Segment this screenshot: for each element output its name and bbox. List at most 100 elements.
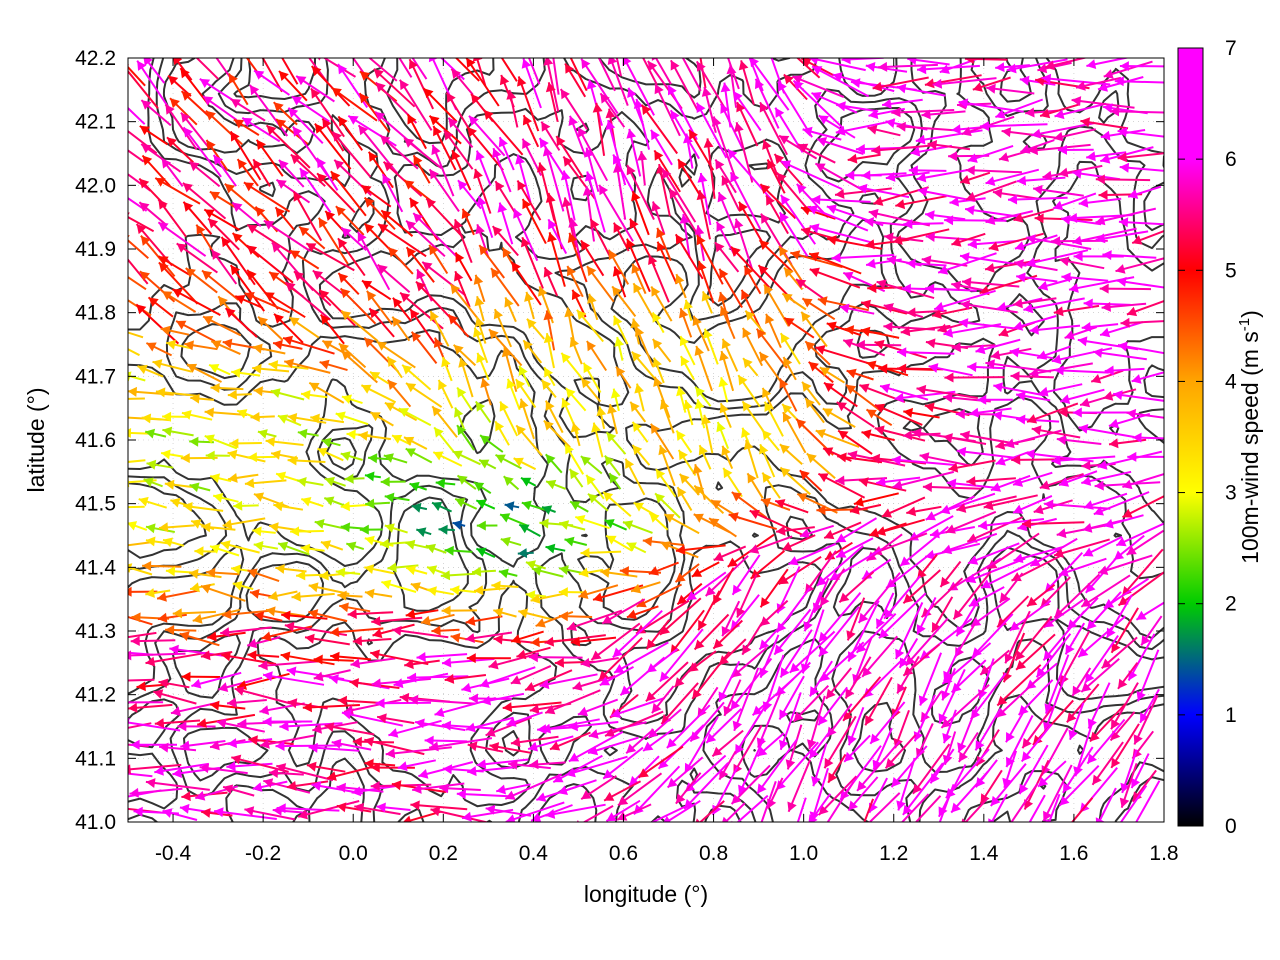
wind-arrow — [490, 267, 520, 307]
wind-arrow — [683, 399, 694, 426]
wind-arrow — [229, 130, 262, 181]
wind-arrow — [835, 119, 895, 136]
wind-arrow — [220, 626, 272, 638]
wind-arrow — [247, 452, 276, 463]
wind-arrow-head — [456, 789, 466, 800]
wind-arrow — [694, 345, 713, 392]
wind-arrow — [808, 58, 866, 72]
wind-arrow — [543, 58, 560, 112]
wind-arrow-shaft — [317, 217, 349, 265]
wind-arrow-head — [1038, 386, 1049, 397]
wind-arrow — [801, 297, 836, 321]
wind-arrow-shaft — [1071, 99, 1135, 109]
wind-arrow — [383, 453, 408, 464]
wind-arrow — [925, 283, 977, 294]
wind-arrow-head — [967, 153, 978, 163]
wind-arrow-head — [671, 35, 680, 45]
wind-arrow-head — [1010, 371, 1020, 382]
wind-arrow-head — [473, 327, 483, 338]
wind-arrow-head — [757, 783, 767, 794]
wind-arrow — [1001, 127, 1063, 140]
wind-arrow-head — [275, 46, 284, 56]
wind-arrow-shaft — [945, 510, 997, 534]
wind-arrow-head — [377, 264, 388, 275]
wind-arrow-shaft — [261, 58, 283, 93]
wind-arrow — [779, 443, 803, 465]
wind-arrow-head — [523, 340, 533, 351]
wind-arrow — [802, 126, 842, 141]
wind-arrow-head — [907, 58, 917, 65]
wind-arrow-head — [366, 290, 377, 302]
wind-arrow-head — [467, 741, 478, 752]
wind-arrow — [670, 59, 699, 111]
wind-arrow — [205, 450, 230, 461]
wind-arrow-head — [567, 266, 576, 277]
wind-arrow-head — [983, 500, 994, 511]
wind-arrow-head — [925, 232, 935, 242]
wind-arrow-head — [835, 125, 846, 136]
wind-arrow-head — [670, 60, 680, 71]
wind-arrow — [1131, 230, 1164, 245]
wind-arrow — [800, 205, 836, 220]
wind-arrow — [874, 403, 923, 426]
wind-arrow-head — [1013, 504, 1024, 514]
wind-arrow — [801, 381, 821, 406]
wind-arrow-head — [1013, 321, 1024, 331]
wind-arrow — [906, 505, 942, 517]
wind-arrow-head — [429, 115, 440, 126]
wind-arrow-head — [516, 425, 526, 436]
wind-arrow — [1039, 103, 1081, 119]
wind-arrow — [1019, 75, 1056, 86]
wind-arrow-head — [696, 190, 707, 201]
wind-arrow — [473, 168, 492, 214]
wind-arrow — [697, 260, 715, 304]
wind-arrow — [310, 87, 345, 138]
wind-arrow-shaft — [1112, 392, 1164, 402]
wind-arrow — [453, 218, 473, 264]
wind-arrow — [189, 436, 214, 447]
wind-arrow-head — [653, 376, 663, 387]
wind-arrow — [141, 413, 171, 424]
x-tick-label: -0.4 — [155, 842, 192, 865]
wind-arrow-head — [187, 48, 197, 58]
wind-arrow-head — [330, 171, 341, 182]
wind-arrow — [1052, 192, 1097, 211]
wind-arrow-head — [969, 407, 979, 418]
wind-arrow-head — [560, 89, 570, 100]
wind-arrow — [268, 360, 309, 370]
wind-arrow-head — [696, 102, 706, 113]
wind-arrow — [1092, 348, 1147, 361]
wind-arrow — [746, 472, 764, 499]
wind-arrow — [1026, 583, 1056, 608]
wind-arrow-shaft — [128, 275, 147, 291]
wind-arrow — [631, 263, 647, 295]
wind-arrow — [1118, 217, 1164, 228]
wind-arrow-head — [451, 68, 461, 79]
wind-arrow-head — [1108, 418, 1119, 429]
wind-arrow — [337, 272, 360, 295]
wind-arrow — [321, 437, 341, 448]
wind-arrow — [719, 350, 735, 392]
wind-arrow — [631, 421, 649, 443]
wind-arrow-head — [861, 299, 871, 310]
wind-arrow-head — [418, 769, 429, 779]
wind-arrow — [275, 178, 311, 204]
wind-arrow-head — [1009, 621, 1020, 631]
wind-arrow — [519, 398, 535, 440]
wind-arrow-shaft — [215, 58, 235, 83]
wind-arrow — [611, 285, 637, 318]
wind-arrow — [158, 261, 199, 305]
wind-arrow-shaft — [899, 526, 949, 567]
wind-arrow-head — [204, 209, 215, 219]
wind-arrow-head — [732, 584, 742, 595]
wind-arrow-head — [387, 356, 397, 367]
wind-arrow-head — [755, 826, 765, 836]
wind-arrow-head — [322, 118, 332, 129]
wind-arrow-shaft — [924, 74, 982, 86]
wind-arrow — [891, 455, 956, 466]
wind-arrow — [183, 502, 224, 512]
wind-arrow-head — [846, 384, 857, 395]
wind-arrow-head — [521, 237, 531, 248]
wind-arrow-shaft — [548, 232, 566, 287]
wind-arrow-head — [932, 78, 943, 89]
